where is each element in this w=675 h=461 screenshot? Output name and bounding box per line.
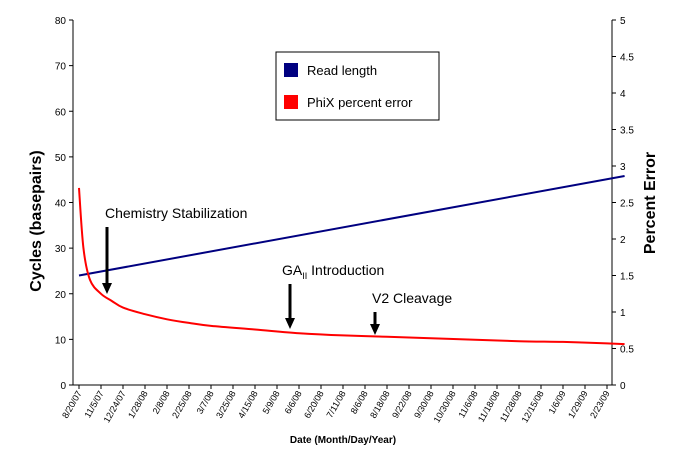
x-tick-label: 2/23/09 — [588, 389, 612, 420]
x-tick-label: 1/28/08 — [126, 389, 150, 420]
series-read-length-line — [78, 175, 625, 277]
right-y-tick-label: 2 — [620, 235, 626, 246]
right-y-tick-label: 0 — [620, 381, 626, 392]
series-layer — [78, 175, 625, 346]
left-y-tick-label: 20 — [55, 290, 67, 301]
right-y-tick-label: 0.5 — [620, 345, 634, 356]
left-y-tick-label: 60 — [55, 107, 67, 118]
right-y-tick-label: 5 — [620, 16, 626, 27]
x-tick-label: 2/8/08 — [151, 389, 172, 416]
legend-swatch-read-length — [284, 63, 298, 77]
x-tick-label: 3/7/08 — [195, 389, 216, 416]
legend-label-phix-error: PhiX percent error — [307, 95, 413, 110]
x-tick-label: 8/6/08 — [349, 389, 370, 416]
x-tick-label: 6/6/08 — [283, 389, 304, 416]
series-phix-error-line — [78, 187, 625, 346]
left-y-tick-label: 10 — [55, 335, 67, 346]
annotation-chemistry-stabilization: Chemistry Stabilization — [102, 205, 247, 294]
left-y-tick-label: 0 — [60, 381, 66, 392]
annotation-v2-arrow-head — [370, 324, 380, 335]
left-y-tick-label: 40 — [55, 199, 67, 210]
right-y-tick-label: 1 — [620, 308, 626, 319]
right-y-tick-label: 3.5 — [620, 126, 634, 137]
x-tick-label: 9/30/08 — [412, 389, 436, 420]
annotation-v2-label: V2 Cleavage — [372, 290, 452, 306]
left-y-axis-title: Cycles (basepairs) — [28, 150, 45, 291]
annotation-chemistry-arrow-head — [102, 283, 112, 294]
legend-box — [275, 51, 440, 121]
right-y-tick-label: 3 — [620, 162, 626, 173]
annotation-ga-label: GAII Introduction — [282, 262, 384, 281]
left-y-tick-label: 50 — [55, 153, 67, 164]
x-tick-label: 1/29/09 — [566, 389, 590, 420]
x-tick-label: 2/25/08 — [170, 389, 194, 420]
annotation-ga-introduction: GAII Introduction — [282, 262, 384, 329]
right-y-ticks: 0 0.5 1 1.5 2 2.5 3 3.5 4 4.5 5 — [612, 16, 634, 392]
x-tick-label: 8/18/08 — [368, 389, 392, 420]
right-y-tick-label: 4 — [620, 89, 626, 100]
right-y-tick-label: 4.5 — [620, 53, 634, 64]
right-y-tick-label: 1.5 — [620, 272, 634, 283]
x-tick-label: 4/15/08 — [236, 389, 260, 420]
left-y-ticks: 0 10 20 30 40 50 60 70 80 — [55, 16, 73, 392]
right-y-axis-title: Percent Error — [642, 152, 659, 254]
x-axis-title: Date (Month/Day/Year) — [290, 435, 396, 446]
annotation-ga-arrow-head — [285, 318, 295, 329]
left-y-tick-label: 30 — [55, 244, 67, 255]
annotation-v2-cleavage: V2 Cleavage — [370, 290, 452, 335]
x-tick-label: 5/9/08 — [261, 389, 282, 416]
x-tick-label: 1/6/09 — [547, 389, 568, 416]
left-y-tick-label: 80 — [55, 16, 67, 27]
x-tick-label: 11/6/08 — [456, 389, 479, 419]
legend-swatch-phix-error — [284, 95, 298, 109]
x-tick-label: 11/5/07 — [82, 389, 105, 419]
x-tick-label: 7/11/08 — [324, 389, 347, 419]
x-tick-label: 3/25/08 — [214, 389, 238, 420]
legend-label-read-length: Read length — [307, 63, 377, 78]
annotation-chemistry-label: Chemistry Stabilization — [105, 205, 247, 221]
x-tick-label: 8/20/07 — [60, 389, 84, 420]
right-y-tick-label: 2.5 — [620, 199, 634, 210]
x-tick-label: 9/22/08 — [390, 389, 414, 420]
left-y-tick-label: 70 — [55, 62, 67, 73]
legend: Read length PhiX percent error — [275, 51, 440, 121]
x-tick-label: 6/20/08 — [302, 389, 326, 420]
